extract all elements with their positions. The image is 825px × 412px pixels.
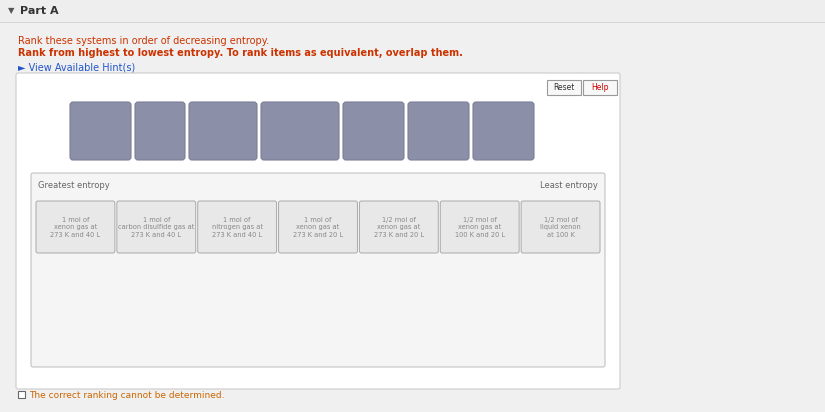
Text: Part A: Part A <box>20 6 59 16</box>
Text: ► View Available Hint(s): ► View Available Hint(s) <box>18 62 135 72</box>
FancyBboxPatch shape <box>473 102 534 160</box>
Text: ▼: ▼ <box>8 7 15 16</box>
FancyBboxPatch shape <box>36 201 115 253</box>
Text: 1 mol of
xenon gas at
273 K and 20 L: 1 mol of xenon gas at 273 K and 20 L <box>293 216 343 237</box>
FancyBboxPatch shape <box>16 73 620 389</box>
FancyBboxPatch shape <box>70 102 131 160</box>
FancyBboxPatch shape <box>261 102 339 160</box>
FancyBboxPatch shape <box>117 201 196 253</box>
Text: Rank from highest to lowest entropy. To rank items as equivalent, overlap them.: Rank from highest to lowest entropy. To … <box>18 48 463 58</box>
Text: Least entropy: Least entropy <box>540 181 598 190</box>
Text: 1/2 mol of
liquid xenon
at 100 K: 1/2 mol of liquid xenon at 100 K <box>540 216 581 237</box>
Text: Greatest entropy: Greatest entropy <box>38 181 110 190</box>
Text: Help: Help <box>592 83 609 92</box>
Text: The correct ranking cannot be determined.: The correct ranking cannot be determined… <box>29 391 224 400</box>
FancyBboxPatch shape <box>521 201 600 253</box>
FancyBboxPatch shape <box>441 201 519 253</box>
Text: 1 mol of
carbon disulfide gas at
273 K and 40 L: 1 mol of carbon disulfide gas at 273 K a… <box>118 216 195 237</box>
FancyBboxPatch shape <box>135 102 185 160</box>
Text: Rank these systems in order of decreasing entropy.: Rank these systems in order of decreasin… <box>18 36 269 46</box>
FancyBboxPatch shape <box>279 201 357 253</box>
Text: 1 mol of
nitrogen gas at
273 K and 40 L: 1 mol of nitrogen gas at 273 K and 40 L <box>212 216 262 237</box>
FancyBboxPatch shape <box>343 102 404 160</box>
Text: Reset: Reset <box>554 83 575 92</box>
FancyBboxPatch shape <box>408 102 469 160</box>
FancyBboxPatch shape <box>547 80 581 95</box>
FancyBboxPatch shape <box>360 201 438 253</box>
FancyBboxPatch shape <box>583 80 617 95</box>
FancyBboxPatch shape <box>31 173 605 367</box>
Text: 1/2 mol of
xenon gas at
100 K and 20 L: 1/2 mol of xenon gas at 100 K and 20 L <box>455 216 505 237</box>
Text: 1/2 mol of
xenon gas at
273 K and 20 L: 1/2 mol of xenon gas at 273 K and 20 L <box>374 216 424 237</box>
FancyBboxPatch shape <box>0 0 825 22</box>
FancyBboxPatch shape <box>198 201 276 253</box>
Text: 1 mol of
xenon gas at
273 K and 40 L: 1 mol of xenon gas at 273 K and 40 L <box>50 216 101 237</box>
FancyBboxPatch shape <box>189 102 257 160</box>
FancyBboxPatch shape <box>17 391 26 398</box>
